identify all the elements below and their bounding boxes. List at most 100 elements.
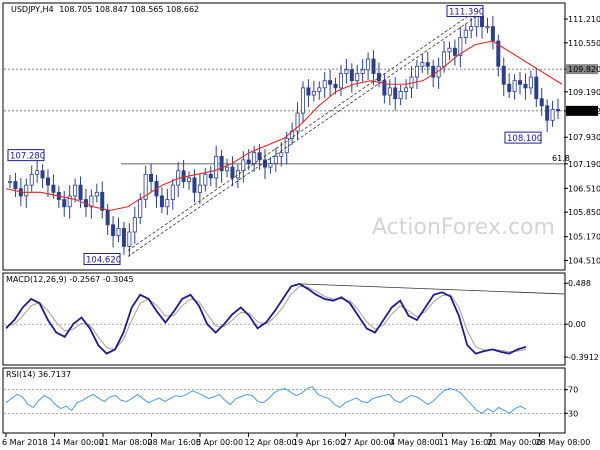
candle-body [252,152,257,164]
candle-body [279,152,284,157]
candle-body [452,47,457,56]
price-tag-bg [566,105,598,116]
candle-body [534,76,539,100]
candle-body [73,184,78,197]
price-annotation-label: 104.620 [86,255,121,265]
rsi-tick-label: 30 [568,409,578,418]
candle-body [442,51,447,67]
price-annotation-box [7,149,45,162]
macd-line [5,282,527,355]
candle-body [187,177,192,182]
candle-body [197,184,202,193]
candle-body [121,227,126,247]
candle-body [246,159,251,164]
candle-body [344,69,349,74]
candle-body [371,58,376,74]
candle-body [105,209,110,226]
time-tick-label: 12 Apr 08:00 [245,438,297,447]
candle-body [366,58,371,71]
candle-body [518,80,523,85]
candle-body [35,170,40,175]
candle-body [507,83,512,92]
candle-body [78,184,83,200]
candle-body [273,155,278,164]
candle-body [550,109,555,121]
symbol-title: USDJPY,H4 108.705 108.847 108.565 108.66… [11,5,199,14]
candle-body [431,65,436,78]
candle-body [539,98,544,107]
trendline-upper [127,6,483,251]
price-annotation-box [83,252,121,265]
price-tick-label: 104.510 [568,256,600,265]
rsi-series [4,386,564,414]
candle-body [545,105,550,121]
candle-body [355,73,360,82]
candle-body [496,40,501,67]
ohlc-readout: 108.705 108.847 108.565 108.662 [59,5,199,14]
macd-title: MACD(12,26,9) -0.2567 -0.3045 [6,275,134,284]
candle-body [29,173,34,186]
time-tick-label: 14 Mar 00:00 [51,438,104,447]
price-annotation-box [504,131,542,144]
candle-body [268,163,273,168]
candle-body [219,155,224,172]
candle-body [89,195,94,208]
candle-body [295,112,300,132]
rsi-title: RSI(14) 36.7137 [6,370,71,379]
chart-title: USDJPY,H4 [11,5,54,14]
price-tick-label: 105.850 [568,208,600,217]
candle-body [170,184,175,200]
candle-body [328,80,333,85]
time-tick-label: 6 Mar 2018 [2,438,48,447]
candle-body [67,195,72,208]
candle-body [127,231,132,247]
candle-body [235,170,240,179]
price-tick-label: 109.190 [568,88,600,97]
candle-body [414,65,419,78]
candle-body [284,137,289,154]
price-series: 61.8 111.390 107.280 104.620 108.100 [4,5,570,265]
time-tick-label: 21 Mar 08:00 [99,438,152,447]
candle-body [257,152,262,161]
price-tick-label: 105.170 [568,233,600,242]
price-tick-label: 107.190 [568,160,600,169]
macd-series [4,282,565,355]
macd-tick-label: 0.488 [568,279,591,288]
candle-body [523,83,528,89]
price-annotation-label: 107.280 [10,152,45,162]
candle-body [376,73,381,82]
time-tick-label: 27 Apr 00:00 [342,438,394,447]
macd-divergence-line [299,283,565,295]
macd-tick-label: -0.3912 [568,353,599,362]
rsi-tick-label: 70 [568,386,578,395]
price-tag-label: 108.662 [568,107,600,116]
candle-body [143,173,148,200]
candle-body [230,166,235,179]
candle-body [7,181,12,184]
candle-body [528,76,533,89]
candle-body [208,173,213,179]
candle-body [62,199,67,208]
candle-body [512,80,517,92]
candle-body [165,199,170,208]
candle-body [225,166,230,172]
price-annotation-box [446,5,484,18]
price-tick-label: 107.930 [568,133,600,142]
candle-body [138,199,143,218]
candle-body [306,87,311,96]
candle-body [263,159,268,168]
candle-body [311,91,316,96]
candle-body [447,47,452,53]
price-tick-label: 110.550 [568,39,600,48]
fib-label: 61.8 [552,154,570,163]
candle-body [192,177,197,193]
candle-body [469,26,474,31]
trendline [127,12,483,257]
time-tick-label: 28 May 08:00 [536,438,591,447]
axes: 111.210 110.550 109.820 109.190 108.662 107.9… [2,15,600,447]
candle-body [241,159,246,172]
candle-body [490,26,495,42]
time-tick-label: 19 Apr 16:00 [293,438,345,447]
candle-body [393,87,398,100]
candle-body [40,170,45,179]
